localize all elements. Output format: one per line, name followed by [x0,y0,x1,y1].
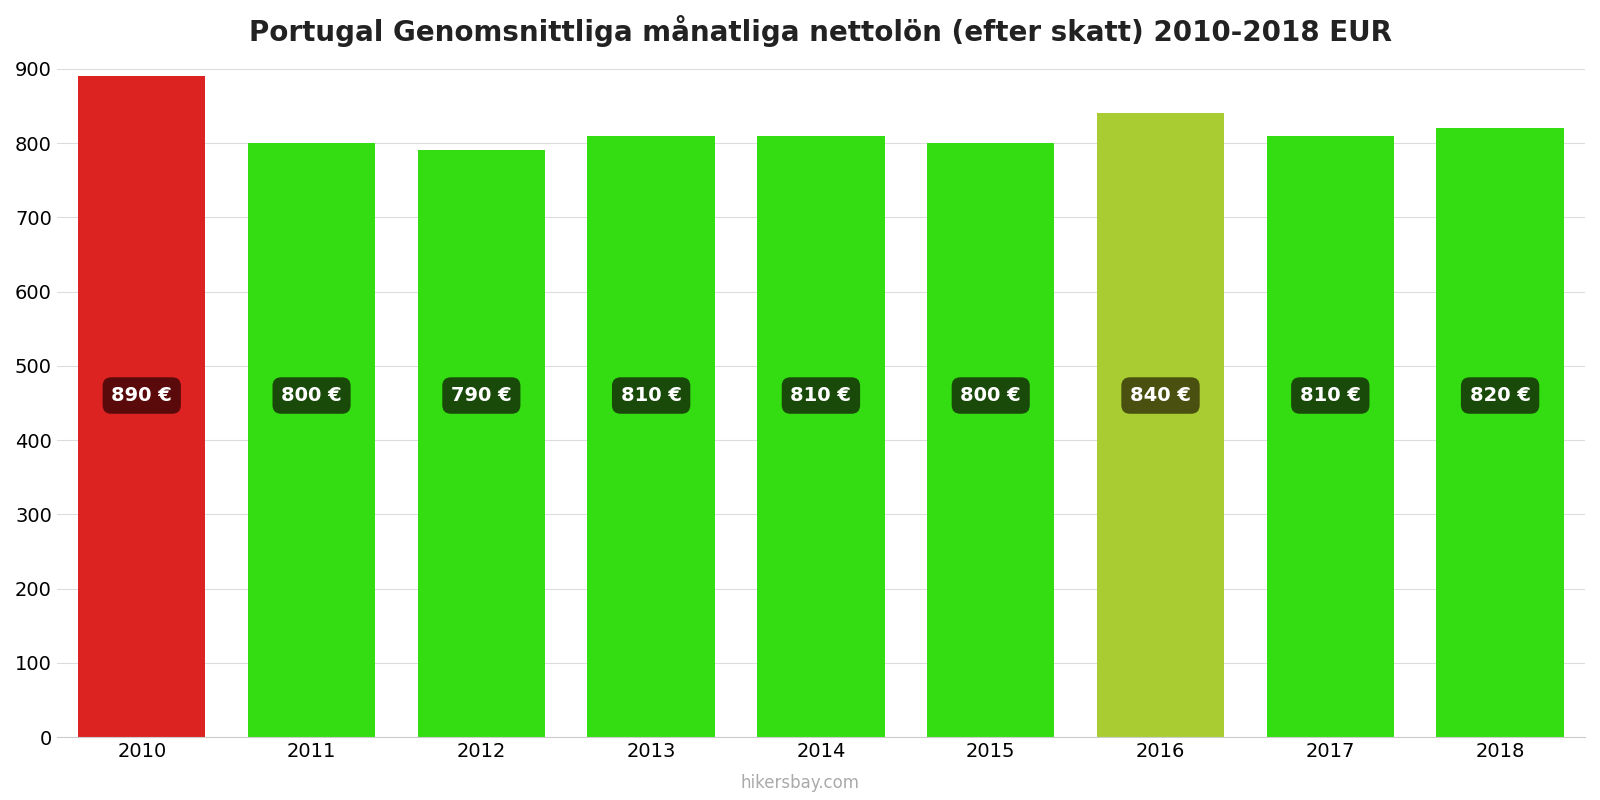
Text: hikersbay.com: hikersbay.com [741,774,859,792]
Bar [757,136,885,737]
Bar [418,150,546,737]
Text: 800 €: 800 € [282,386,342,405]
Bar [1437,128,1563,737]
Bar [248,143,376,737]
Bar [587,136,715,737]
Bar [926,143,1054,737]
Text: 820 €: 820 € [1470,386,1531,405]
Text: 840 €: 840 € [1130,386,1190,405]
Text: 890 €: 890 € [112,386,173,405]
Text: 810 €: 810 € [1299,386,1360,405]
Text: 790 €: 790 € [451,386,512,405]
Text: 810 €: 810 € [621,386,682,405]
Bar [1098,114,1224,737]
Bar [78,76,205,737]
Title: Portugal Genomsnittliga månatliga nettolön (efter skatt) 2010-2018 EUR: Portugal Genomsnittliga månatliga nettol… [250,15,1392,47]
Bar [1267,136,1394,737]
Text: 800 €: 800 € [960,386,1021,405]
Text: 810 €: 810 € [790,386,851,405]
